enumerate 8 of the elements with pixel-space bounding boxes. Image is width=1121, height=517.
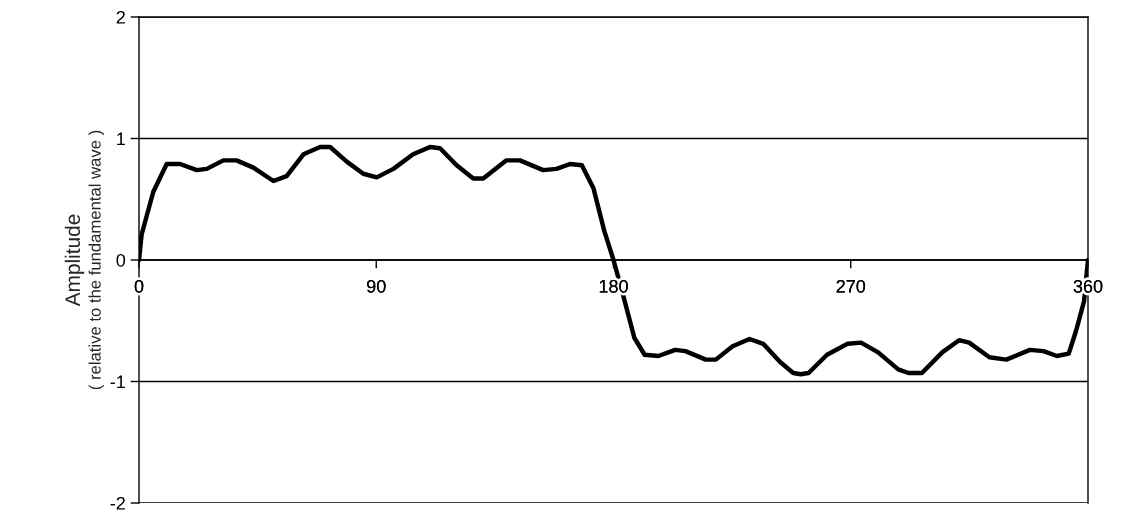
y-tick-label: 2 [116, 10, 125, 24]
x-tick-label: 270 [836, 279, 866, 293]
y-tick-label: -2 [110, 496, 125, 510]
y-tick-label: 0 [116, 253, 126, 267]
y-tick-label: -1 [110, 375, 125, 389]
x-tick-label: 90 [367, 279, 386, 293]
y-axis-title: Amplitude ( relative to the fundamental wave ) [64, 130, 105, 390]
y-tick-label: 1 [117, 132, 125, 146]
